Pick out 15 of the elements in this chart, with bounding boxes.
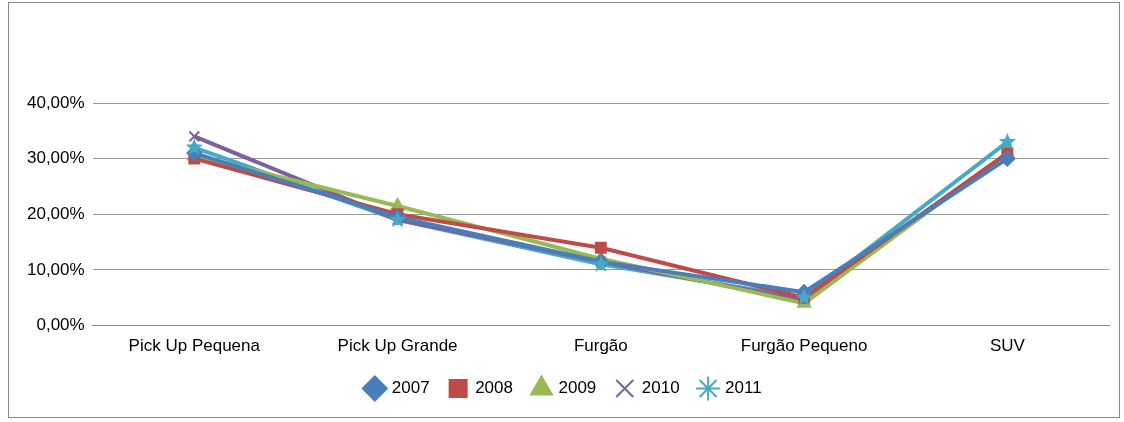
legend-label: 2008 [475, 378, 513, 398]
legend-label: 2010 [641, 378, 680, 398]
legend-label: 2009 [558, 378, 597, 398]
y-tick-label: 40,00% [26, 92, 85, 112]
x-tick-label: SUV [989, 336, 1026, 356]
x-tick-label: Pick Up Grande [337, 336, 458, 356]
y-tick-label: 30,00% [26, 148, 85, 168]
x-tick-label: Pick Up Pequena [128, 336, 261, 356]
y-tick-label: 20,00% [26, 203, 85, 223]
x-tick-label: Furgão Pequeno [740, 336, 868, 356]
legend-label: 2011 [725, 378, 762, 398]
legend-label: 2007 [391, 378, 430, 398]
y-tick-label: 10,00% [26, 259, 85, 279]
y-tick-label: 0,00% [36, 315, 85, 335]
x-tick-label: Furgão [573, 336, 628, 356]
